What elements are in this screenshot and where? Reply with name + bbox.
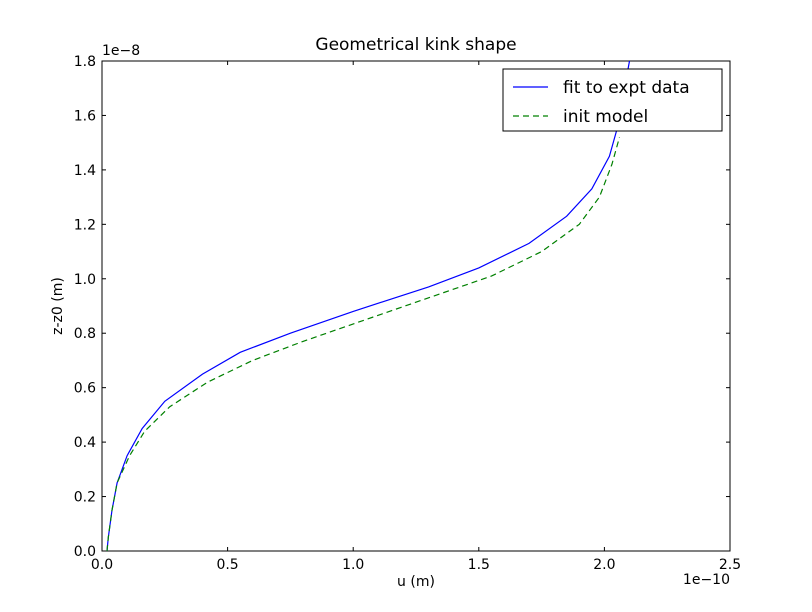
- y-tick-label: 0.8: [74, 326, 96, 342]
- plot-area: [101, 60, 731, 552]
- x-tick-label: 2.0: [593, 557, 615, 573]
- series-layer: [106, 60, 631, 552]
- y-axis-label: z-z0 (m): [50, 277, 66, 335]
- y-offset-label: 1e−8: [102, 43, 140, 59]
- legend: fit to expt data init model: [502, 68, 723, 132]
- x-offset-label: 1e−10: [683, 572, 730, 588]
- y-tick-label: 1.4: [74, 163, 96, 179]
- y-tick-label: 0.6: [74, 381, 96, 397]
- chart-title: Geometrical kink shape: [315, 35, 516, 55]
- x-tick-label: 0.0: [91, 557, 113, 573]
- y-tick-label: 1.0: [74, 272, 96, 288]
- x-axis-label: u (m): [397, 574, 435, 590]
- y-tick-label: 1.8: [74, 54, 96, 70]
- y-tick-label: 1.2: [74, 217, 96, 233]
- legend-box: [502, 68, 723, 132]
- x-tick-label: 1.5: [468, 557, 490, 573]
- y-tick-label: 0.0: [74, 544, 96, 560]
- legend-label-init: init model: [563, 107, 648, 127]
- y-tick-label: 1.6: [74, 108, 96, 124]
- y-tick-label: 0.2: [74, 490, 96, 506]
- y-tick-label: 0.4: [74, 435, 96, 451]
- series-line-1: [106, 137, 621, 552]
- x-tick-label: 2.5: [719, 557, 741, 573]
- series-line-0: [106, 60, 631, 552]
- x-tick-label: 1.0: [342, 557, 364, 573]
- axis-ticks: 0.0 0.5 1.0 1.5 2.0 2.5 0.0 0.2 0.4 0.6 0.8 1.0 1.2 1…: [74, 54, 741, 573]
- x-tick-label: 0.5: [216, 557, 238, 573]
- legend-label-fit: fit to expt data: [563, 78, 690, 98]
